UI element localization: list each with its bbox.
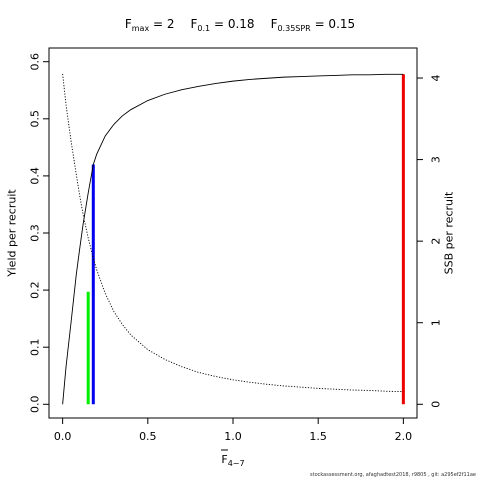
x-axis-title-text: F4−7 xyxy=(221,453,244,468)
y-right-tick-label: 2 xyxy=(430,238,443,245)
y-right-tick-label: 1 xyxy=(430,319,443,326)
title-symbol: F xyxy=(271,17,278,31)
x-tick-label: 1.5 xyxy=(309,430,327,443)
plot-frame xyxy=(48,47,418,419)
y-left-tick-label: 0.0 xyxy=(29,396,42,414)
y-left-tick-label: 0.1 xyxy=(29,338,42,356)
x-axis: 0.0 0.5 1.0 1.5 2.0 xyxy=(54,417,413,443)
y-axis-right: 0 1 2 3 4 xyxy=(416,75,443,408)
y-left-tick-label: 0.6 xyxy=(29,53,42,71)
x-tick-label: 1.0 xyxy=(224,430,242,443)
series-group xyxy=(62,73,404,405)
x-axis-title: F4−7 xyxy=(221,449,245,468)
chart-title-text: Fmax = 2 F0.1 = 0.18 F0.35SPR = 0.15 xyxy=(125,17,355,33)
title-value: = 2 xyxy=(149,17,174,31)
x-tick-label: 0.0 xyxy=(54,430,72,443)
title-symbol: F xyxy=(125,17,132,31)
footer-credit: stockassessment.org, afaghadtest2018, r9… xyxy=(310,472,476,478)
y-right-tick-label: 3 xyxy=(430,156,443,163)
chart-title: Fmax = 2 F0.1 = 0.18 F0.35SPR = 0.15 xyxy=(125,17,355,33)
x-tick-label: 0.5 xyxy=(139,430,157,443)
x-tick-label: 2.0 xyxy=(395,430,413,443)
title-subscript: 0.1 xyxy=(197,24,210,33)
title-value: = 0.15 xyxy=(311,17,355,31)
y-left-tick-label: 0.3 xyxy=(29,224,42,242)
y-left-tick-label: 0.2 xyxy=(29,281,42,299)
title-symbol: F xyxy=(191,17,198,31)
title-subscript: max xyxy=(132,24,150,33)
title-value: = 0.18 xyxy=(210,17,254,31)
y-right-tick-label: 0 xyxy=(430,401,443,408)
y-right-tick-label: 4 xyxy=(430,75,443,82)
y-axis-right-title: SSB per recruit xyxy=(443,191,456,274)
x-axis-subscript: 4−7 xyxy=(228,459,245,468)
y-left-tick-label: 0.5 xyxy=(29,110,42,128)
y-axis-left: 0.0 0.1 0.2 0.3 0.4 0.5 0.6 xyxy=(29,53,50,413)
reference-lines xyxy=(86,74,405,405)
title-subscript: 0.35SPR xyxy=(277,24,311,33)
y-left-tick-label: 0.4 xyxy=(29,167,42,185)
x-axis-symbol: F xyxy=(221,453,227,466)
ssb-per-recruit-line xyxy=(62,73,404,393)
yield-per-recruit-line xyxy=(62,73,404,405)
y-axis-left-title: Yield per recruit xyxy=(6,189,19,278)
